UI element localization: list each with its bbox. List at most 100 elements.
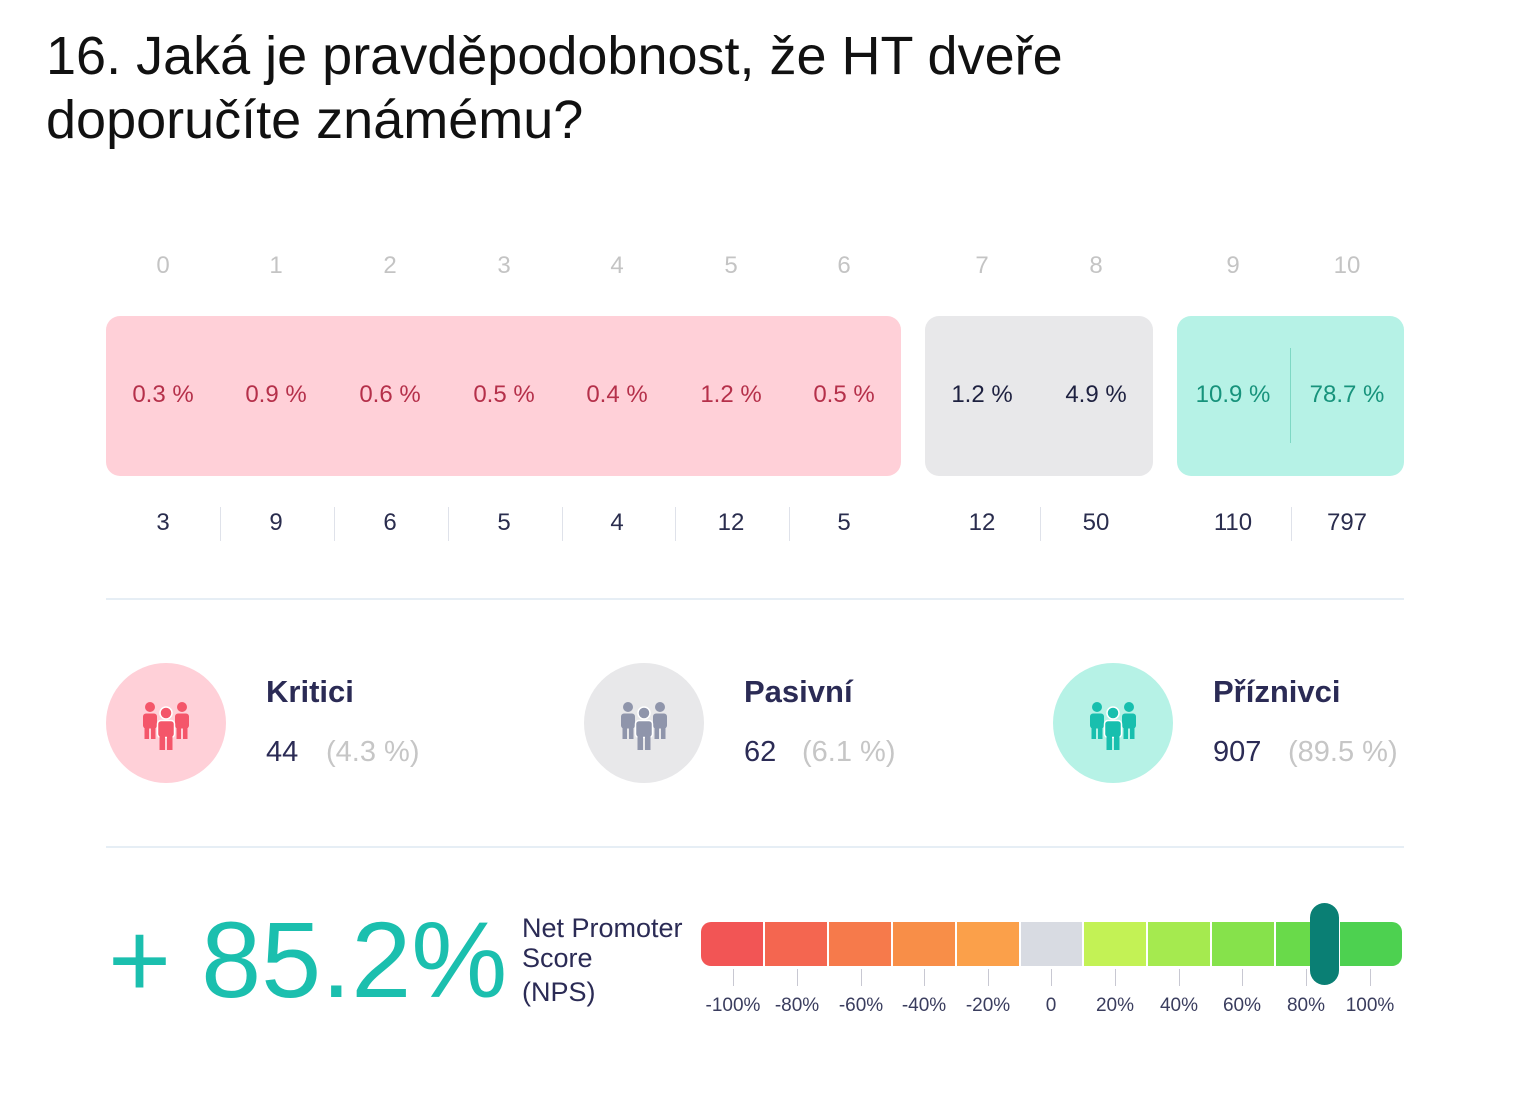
question-title-line1: 16. Jaká je pravděpodobnost, že HT dveře — [46, 26, 1063, 86]
promoters-circle — [1053, 663, 1173, 783]
nps-score: + 85.2% — [108, 899, 508, 1020]
percentage-value: 10.9 % — [1195, 381, 1271, 408]
count-divider — [675, 507, 676, 541]
response-count: 110 — [1213, 509, 1253, 536]
percentage-value: 1.2 % — [700, 381, 762, 408]
percentage-value: 0.9 % — [245, 381, 307, 408]
gauge-tick-label: 100% — [1345, 995, 1395, 1016]
scale-label: 4 — [610, 252, 624, 279]
promoters-percentage: (89.5 %) — [1288, 736, 1398, 768]
gauge-tick-label: -80% — [774, 995, 820, 1016]
promoters-count: 907 — [1213, 736, 1262, 768]
count-divider — [334, 507, 335, 541]
gauge-segment — [1084, 922, 1147, 966]
gauge-segment — [1212, 922, 1275, 966]
passives-box — [925, 316, 1153, 476]
gauge-tick-label: 20% — [1095, 995, 1135, 1016]
nps-label-line: (NPS) — [522, 977, 596, 1007]
section-divider — [106, 598, 1404, 600]
people-group-icon — [621, 702, 667, 750]
detractors-count: 44 — [266, 736, 299, 768]
gauge-tick-label: 60% — [1222, 995, 1262, 1016]
scale-label: 2 — [383, 252, 397, 279]
percentage-value: 0.5 % — [813, 381, 875, 408]
gauge-tick — [861, 969, 862, 986]
gauge-tick-label: 0 — [1045, 995, 1057, 1016]
section-divider — [106, 846, 1404, 848]
percentage-value: 0.3 % — [132, 381, 194, 408]
promoters-divider — [1290, 348, 1291, 443]
nps-label-line: Score — [522, 943, 593, 973]
gauge-segment — [764, 922, 827, 966]
scale-label: 0 — [156, 252, 170, 279]
gauge-tick — [797, 969, 798, 986]
nps-gauge-marker — [1310, 903, 1339, 985]
gauge-tick — [1179, 969, 1180, 986]
response-count: 797 — [1326, 509, 1368, 536]
gauge-tick — [1370, 969, 1371, 986]
response-count: 12 — [968, 509, 996, 536]
scale-label: 5 — [724, 252, 738, 279]
gauge-tick — [1306, 969, 1307, 986]
scale-label: 10 — [1333, 252, 1361, 279]
passives-count: 62 — [744, 736, 777, 768]
scale-label: 9 — [1226, 252, 1240, 279]
count-divider — [789, 507, 790, 541]
scale-label: 1 — [269, 252, 283, 279]
question-title-line2: doporučíte známému? — [46, 90, 584, 150]
gauge-segment — [892, 922, 955, 966]
scale-label: 6 — [837, 252, 851, 279]
gauge-tick-label: 80% — [1286, 995, 1326, 1016]
percentage-value: 0.4 % — [586, 381, 648, 408]
response-count: 3 — [156, 509, 170, 536]
gauge-tick — [924, 969, 925, 986]
gauge-tick-label: -100% — [705, 995, 761, 1016]
response-count: 4 — [610, 509, 624, 536]
passives-label: Pasivní — [744, 674, 853, 709]
gauge-tick-label: 40% — [1159, 995, 1199, 1016]
people-group-icon — [1090, 702, 1136, 750]
gauge-tick-label: -60% — [838, 995, 884, 1016]
gauge-tick — [1115, 969, 1116, 986]
passives-percentage: (6.1 %) — [802, 736, 896, 768]
gauge-segment — [1148, 922, 1211, 966]
count-divider — [562, 507, 563, 541]
scale-label: 8 — [1089, 252, 1103, 279]
scale-label: 7 — [975, 252, 989, 279]
response-count: 50 — [1082, 509, 1110, 536]
detractors-label: Kritici — [266, 674, 354, 709]
gauge-tick-label: -20% — [965, 995, 1011, 1016]
response-count: 12 — [717, 509, 745, 536]
detractors-box — [106, 316, 901, 476]
people-group-icon — [143, 702, 189, 750]
percentage-value: 0.6 % — [359, 381, 421, 408]
response-count: 9 — [269, 509, 283, 536]
promoters-label: Příznivci — [1213, 674, 1341, 709]
count-divider — [220, 507, 221, 541]
gauge-segment — [1020, 922, 1083, 966]
percentage-value: 0.5 % — [473, 381, 535, 408]
gauge-tick-label: -40% — [901, 995, 947, 1016]
passives-circle — [584, 663, 704, 783]
percentage-value: 4.9 % — [1065, 381, 1127, 408]
gauge-tick — [988, 969, 989, 986]
response-count: 5 — [497, 509, 511, 536]
count-divider — [448, 507, 449, 541]
question-title: 16. Jaká je pravděpodobnost, že HT dveře… — [46, 24, 1446, 152]
scale-label: 3 — [497, 252, 511, 279]
nps-gauge-bar — [701, 922, 1402, 966]
detractors-circle — [106, 663, 226, 783]
count-divider — [1040, 507, 1041, 541]
gauge-tick — [1051, 969, 1052, 986]
count-divider — [1291, 507, 1292, 541]
response-count: 6 — [383, 509, 397, 536]
response-count: 5 — [837, 509, 851, 536]
percentage-value: 1.2 % — [951, 381, 1013, 408]
promoters-box — [1177, 316, 1404, 476]
detractors-percentage: (4.3 %) — [326, 736, 420, 768]
nps-label-line: Net Promoter — [522, 913, 683, 943]
gauge-segment — [828, 922, 891, 966]
gauge-segment — [956, 922, 1019, 966]
gauge-tick — [733, 969, 734, 986]
nps-label: Net Promoter Score (NPS) — [522, 913, 683, 1007]
